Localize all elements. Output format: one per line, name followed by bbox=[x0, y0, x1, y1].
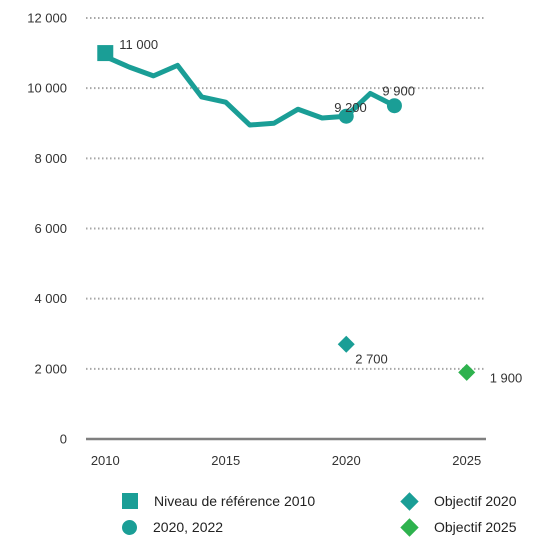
data-circle-marker bbox=[338, 108, 354, 124]
y-tick-label: 12 000 bbox=[27, 11, 67, 26]
legend-item-2020-2022: 2020, 2022 bbox=[122, 519, 223, 535]
x-tick-label: 2010 bbox=[91, 453, 120, 468]
y-tick-label: 4 000 bbox=[34, 291, 67, 306]
legend-item-reference-2010: Niveau de référence 2010 bbox=[122, 493, 315, 509]
x-tick-label: 2020 bbox=[332, 453, 361, 468]
target-diamond-marker bbox=[337, 335, 355, 353]
diamond-marker-icon bbox=[400, 517, 419, 537]
data-label: 9 900 bbox=[382, 84, 415, 99]
square-marker-icon bbox=[122, 493, 138, 509]
data-label: 9 200 bbox=[334, 100, 367, 115]
y-tick-label: 0 bbox=[60, 432, 67, 447]
data-label: 1 900 bbox=[490, 370, 523, 385]
data-label: 2 700 bbox=[355, 351, 388, 366]
diamond-marker-icon bbox=[400, 491, 419, 511]
legend-item-objectif-2020: Objectif 2020 bbox=[400, 491, 517, 511]
x-tick-label: 2015 bbox=[211, 453, 240, 468]
data-label: 11 000 bbox=[119, 37, 158, 52]
y-tick-label: 8 000 bbox=[34, 151, 67, 166]
legend-label: Niveau de référence 2010 bbox=[154, 493, 316, 509]
legend-item-objectif-2025: Objectif 2025 bbox=[400, 517, 517, 537]
target-diamond-marker bbox=[458, 363, 476, 381]
chart-legend: Niveau de référence 2010 Objectif 2020 2… bbox=[0, 486, 541, 543]
y-tick-label: 6 000 bbox=[34, 221, 67, 236]
line-chart: 0 2 000 4 000 6 000 8 000 10 000 12 000 2010 201… bbox=[27, 11, 523, 469]
legend-label: Objectif 2020 bbox=[434, 493, 517, 509]
reference-square-marker bbox=[97, 45, 114, 62]
circle-marker-icon bbox=[122, 519, 137, 535]
legend-label: 2020, 2022 bbox=[153, 519, 224, 535]
x-tick-label: 2025 bbox=[452, 453, 481, 468]
data-circle-marker bbox=[386, 98, 402, 114]
legend-label: Objectif 2025 bbox=[434, 519, 517, 535]
y-tick-label: 10 000 bbox=[27, 81, 67, 96]
y-tick-label: 2 000 bbox=[34, 361, 67, 376]
